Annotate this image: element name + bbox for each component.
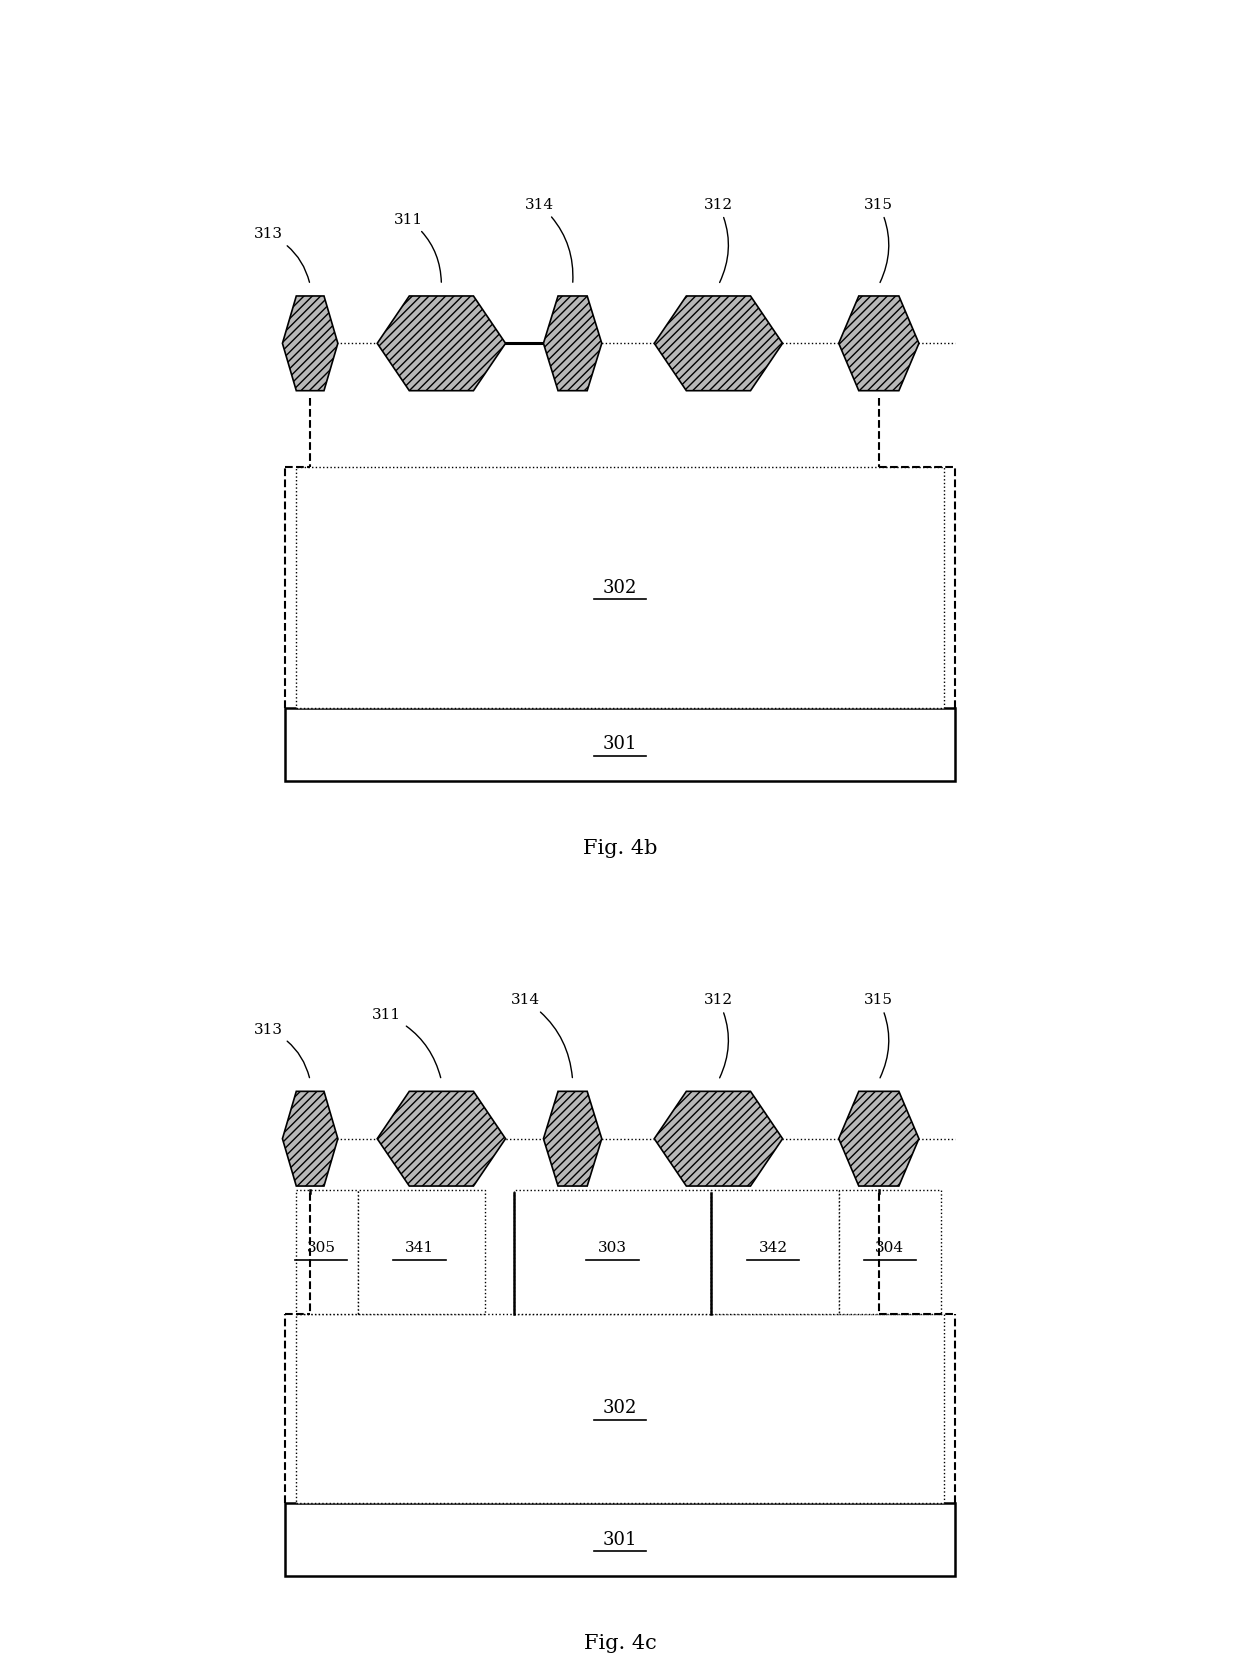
Bar [838,1190,941,1314]
Polygon shape [543,297,601,391]
Polygon shape [655,1092,782,1186]
Text: 315: 315 [864,199,893,282]
Text: 301: 301 [603,1531,637,1549]
Bar [295,467,945,708]
Text: 305: 305 [306,1241,336,1254]
Text: Fig. 4b: Fig. 4b [583,838,657,858]
Text: 315: 315 [864,994,893,1077]
Text: 342: 342 [759,1241,787,1254]
Text: 341: 341 [405,1241,434,1254]
Bar [295,1314,945,1503]
Polygon shape [377,1092,506,1186]
Bar [295,1190,357,1314]
Bar [285,708,955,780]
Bar [357,1190,485,1314]
Polygon shape [838,1092,919,1186]
Polygon shape [283,297,337,391]
Text: 304: 304 [875,1241,904,1254]
Polygon shape [283,1092,337,1186]
Text: 303: 303 [598,1241,627,1254]
Bar [711,1190,838,1314]
Text: 313: 313 [254,227,310,282]
Bar [285,1503,955,1576]
Text: 312: 312 [704,199,733,282]
Text: 301: 301 [603,736,637,754]
Text: Fig. 4c: Fig. 4c [584,1634,656,1654]
Text: 314: 314 [511,994,573,1077]
Text: 311: 311 [372,1007,440,1077]
Text: 302: 302 [603,1400,637,1417]
Text: 311: 311 [394,212,441,282]
Text: 313: 313 [254,1022,310,1077]
Text: 314: 314 [526,199,573,282]
Text: 312: 312 [704,994,733,1077]
Polygon shape [377,297,506,391]
Bar [515,1190,711,1314]
Text: 302: 302 [603,578,637,597]
Polygon shape [543,1092,601,1186]
Polygon shape [838,297,919,391]
Polygon shape [655,297,782,391]
